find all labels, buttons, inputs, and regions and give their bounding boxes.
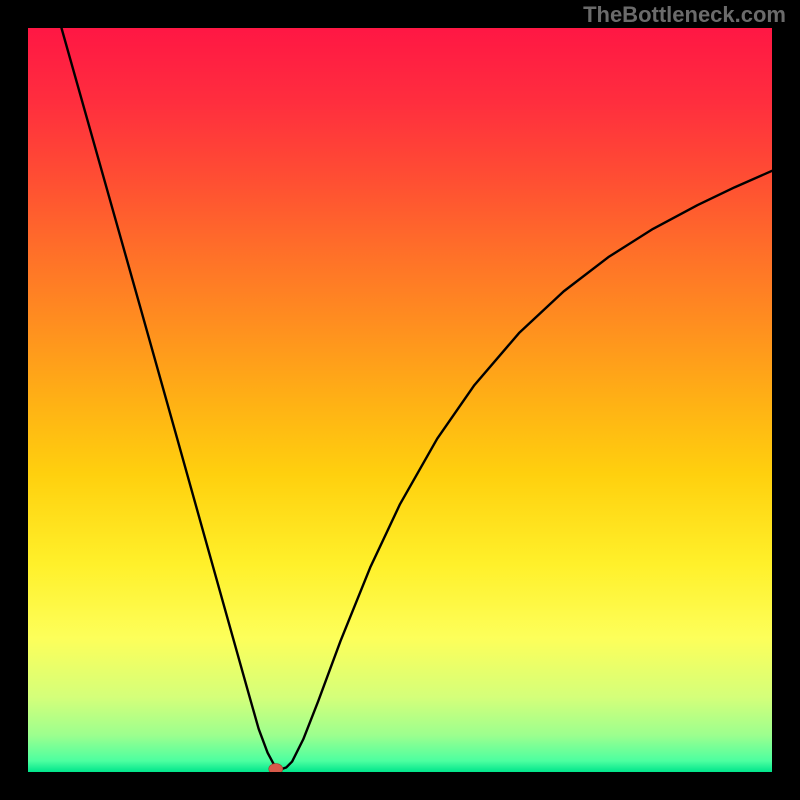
chart-svg — [28, 28, 772, 772]
watermark-label: TheBottleneck.com — [583, 2, 786, 28]
minimum-marker — [269, 764, 283, 772]
plot-area — [28, 28, 772, 772]
chart-frame: TheBottleneck.com — [0, 0, 800, 800]
gradient-background — [28, 28, 772, 772]
